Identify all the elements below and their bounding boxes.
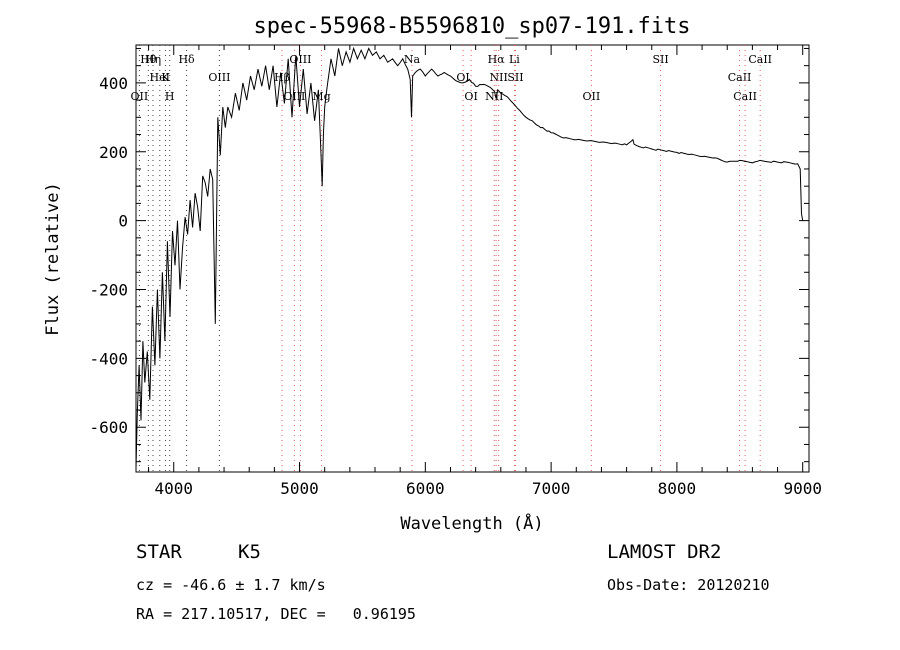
emission-line-markers: HθKOIIHηHeIHHδOIIIOIIIOIIIHβMgNaOIOIHαNI… — [131, 45, 772, 472]
y-tick-label: 400 — [99, 74, 128, 93]
line-marker-label: OIII — [289, 53, 311, 66]
line-marker-label: OI — [456, 71, 469, 84]
x-tick-label: 5000 — [280, 479, 319, 498]
y-tick-label: -200 — [89, 280, 128, 299]
line-marker-label: SII — [652, 53, 668, 66]
line-marker-label: Hδ — [178, 53, 195, 66]
chart-title: spec-55968-B5596810_sp07-191.fits — [253, 14, 690, 39]
x-axis-label: Wavelength (Å) — [400, 512, 543, 534]
line-marker-label: OIII — [283, 90, 305, 103]
line-marker-label: K — [161, 71, 170, 84]
line-marker-label: CaII — [733, 90, 757, 103]
obs-date: Obs-Date: 20120210 — [607, 576, 770, 594]
plot-frame — [135, 44, 810, 473]
line-marker-label: NII — [490, 71, 508, 84]
x-tick-label: 6000 — [406, 479, 445, 498]
x-tick-label: 7000 — [532, 479, 571, 498]
survey-name: LAMOST DR2 — [607, 541, 722, 563]
y-axis-label: Flux (relative) — [43, 182, 63, 336]
line-marker-label: OI — [464, 90, 477, 103]
spectrum-line — [135, 46, 804, 469]
line-marker-label: Li — [509, 53, 520, 66]
line-marker-label: Na — [404, 53, 421, 66]
line-marker-label: Hθ — [140, 53, 157, 66]
axis-ticks: 4000 5000 6000 7000 8000 9000 -600 -400 -200 0 200… — [89, 45, 822, 498]
line-marker-label: OIII — [208, 71, 230, 84]
line-marker-label: NII — [485, 90, 503, 103]
object-class: STAR — [136, 541, 182, 563]
line-marker-label: Mg — [312, 90, 330, 103]
line-marker-label: HeI — [150, 71, 170, 84]
line-marker-label: Hη — [145, 53, 161, 66]
line-marker-label: Hα — [488, 53, 506, 66]
line-marker-label: SII — [507, 71, 523, 84]
y-tick-label: 200 — [99, 143, 128, 162]
subclass: K5 — [238, 541, 261, 563]
y-tick-label: -400 — [89, 349, 128, 368]
y-tick-label: 0 — [118, 212, 128, 231]
coordinates: RA = 217.10517, DEC = 0.96195 — [136, 605, 416, 623]
line-marker-label: OII — [583, 90, 601, 103]
y-tick-label: -600 — [89, 418, 128, 437]
line-marker-label: OII — [131, 90, 149, 103]
line-marker-label: H — [165, 90, 175, 103]
line-marker-label: CaII — [748, 53, 772, 66]
x-tick-label: 8000 — [658, 479, 697, 498]
redshift-cz: cz = -46.6 ± 1.7 km/s — [136, 576, 326, 594]
x-tick-label: 9000 — [783, 479, 822, 498]
line-marker-label: CaII — [728, 71, 752, 84]
x-tick-label: 4000 — [154, 479, 193, 498]
